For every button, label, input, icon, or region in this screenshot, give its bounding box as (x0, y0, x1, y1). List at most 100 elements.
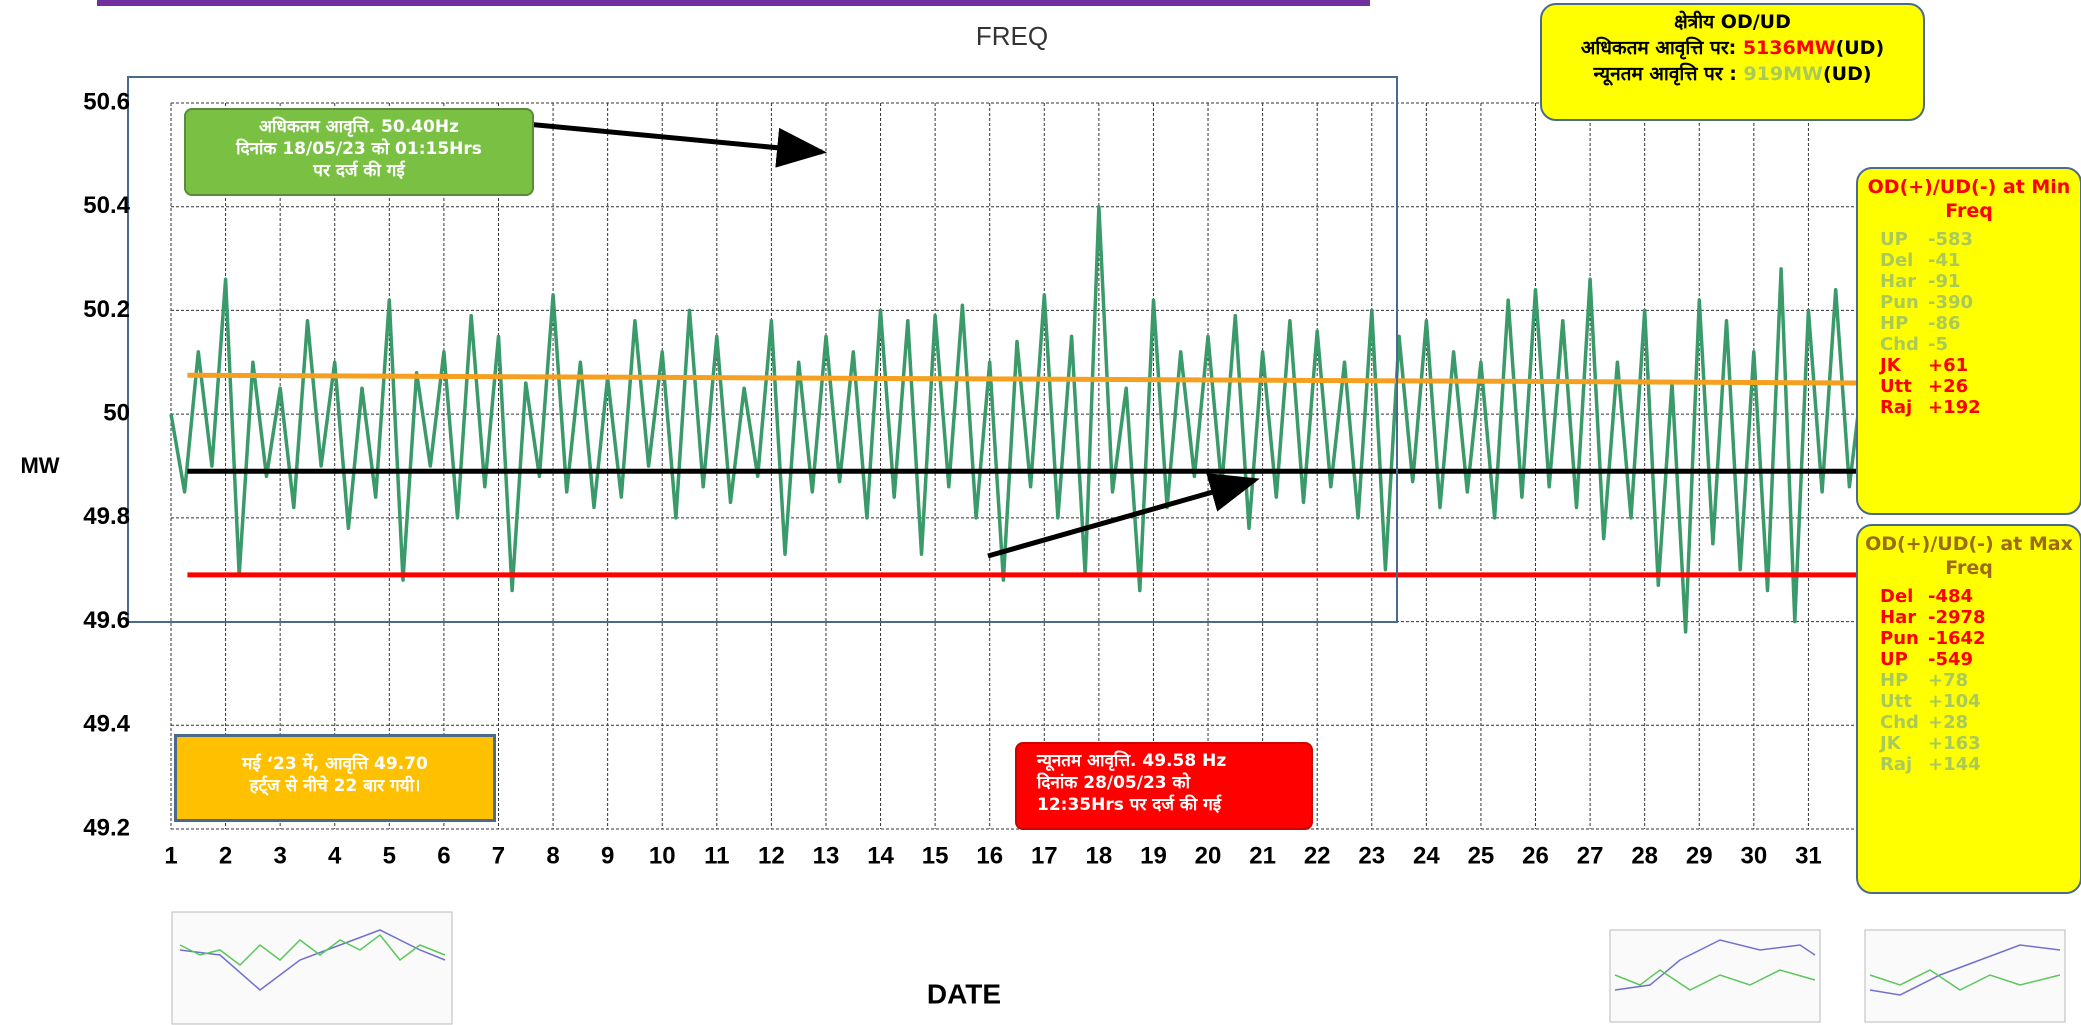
row-name: Chd (1880, 334, 1919, 355)
panel-title: OD(+)/UD(-) at Max Freq (1865, 533, 2073, 579)
x-tick-label: 6 (437, 842, 450, 869)
panel-row: UP -549 (1880, 649, 2080, 670)
row-name: Har (1880, 607, 1917, 628)
row-value: +78 (1928, 670, 1969, 691)
x-tick-label: 27 (1577, 842, 1604, 869)
y-tick-label: 49.8 (83, 503, 130, 530)
x-tick-label: 30 (1740, 842, 1767, 869)
x-tick-label: 26 (1522, 842, 1549, 869)
panel-row: Del -41 (1880, 250, 2080, 271)
x-tick-label: 8 (546, 842, 559, 869)
x-axis-label: DATE (927, 978, 1001, 1009)
row-value: -41 (1928, 250, 1961, 271)
regional-title: क्षेत्रीय OD/UD (1674, 11, 1791, 33)
note-line: मई ‘23 में, आवृत्ति 49.70 (242, 754, 428, 774)
x-tick-label: 24 (1413, 842, 1440, 869)
panel-row: JK +163 (1880, 733, 2080, 754)
panel-row: Pun -1642 (1880, 628, 2080, 649)
regional-line: न्यूनतम आवृत्ति पर : 919MW(UD) (1542, 61, 1923, 87)
y-tick-label: 49.6 (83, 607, 130, 634)
row-value: -484 (1928, 586, 1974, 607)
regional-box: क्षेत्रीय OD/UD अधिकतम आवृत्ति पर: 5136M… (1540, 3, 1925, 121)
row-name: Raj (1880, 397, 1913, 418)
x-tick-label: 14 (867, 842, 894, 869)
x-tick-label: 16 (976, 842, 1003, 869)
y-tick-label: 49.4 (83, 711, 130, 738)
x-tick-label: 17 (1031, 842, 1058, 869)
freq-line (169, 204, 1865, 634)
panel-title: OD(+)/UD(-) at Min Freq (1867, 176, 2071, 222)
note-line: अधिकतम आवृत्ति. 50.40Hz (259, 117, 459, 137)
panel-row: Chd +28 (1880, 712, 2080, 733)
regional-text: 5136MW (1742, 37, 1836, 59)
x-tick-label: 28 (1631, 842, 1658, 869)
x-tick-label: 18 (1086, 842, 1113, 869)
row-value: -2978 (1928, 607, 1986, 628)
row-name: UP (1880, 229, 1908, 250)
panel-row: Utt +26 (1880, 376, 2080, 397)
x-tick-label: 12 (758, 842, 785, 869)
panel-row: HP -86 (1880, 313, 2080, 334)
row-name: Pun (1880, 628, 1919, 649)
row-name: Chd (1880, 712, 1919, 733)
chart-title: FREQ (976, 21, 1048, 51)
min-note: न्यूनतम आवृत्ति. 49.58 Hz दिनांक 28/05/2… (1015, 742, 1313, 830)
row-value: -390 (1928, 292, 1974, 313)
regional-text: (UD) (1822, 63, 1872, 85)
x-tick-label: 31 (1795, 842, 1822, 869)
row-value: -583 (1928, 229, 1974, 250)
thumbnail (1864, 929, 2066, 1023)
y-tick-label: 50.2 (83, 296, 130, 323)
regional-text: (UD) (1835, 37, 1885, 59)
x-tick-label: 1 (164, 842, 177, 869)
row-value: -91 (1928, 271, 1961, 292)
row-value: +144 (1928, 754, 1981, 775)
regional-text: अधिकतम आवृत्ति पर: (1580, 37, 1743, 59)
x-tick-label: 25 (1468, 842, 1495, 869)
note-line: न्यूनतम आवृत्ति. 49.58 Hz (1037, 751, 1227, 771)
row-value: -549 (1928, 649, 1974, 670)
row-value: +28 (1928, 712, 1969, 733)
x-tick-label: 21 (1249, 842, 1276, 869)
x-tick-label: 7 (492, 842, 505, 869)
thumbnail (171, 911, 453, 1025)
y-tick-label: 50 (103, 399, 130, 426)
x-tick-label: 19 (1140, 842, 1167, 869)
row-value: -86 (1928, 313, 1961, 334)
panel-row: UP -583 (1880, 229, 2080, 250)
max-freq-panel: OD(+)/UD(-) at Max Freq Del -484 Har -2978 P… (1856, 524, 2081, 894)
row-name: Pun (1880, 292, 1919, 313)
row-value: +163 (1928, 733, 1981, 754)
note-line: पर दर्ज की गई (313, 161, 405, 181)
row-name: Raj (1880, 754, 1913, 775)
row-name: JK (1880, 355, 1901, 376)
x-tick-label: 5 (383, 842, 396, 869)
plot-frame (127, 76, 1398, 623)
row-name: HP (1880, 313, 1909, 334)
row-name: Utt (1880, 691, 1912, 712)
note-line: 12:35Hrs पर दर्ज की गई (1037, 795, 1222, 815)
reference-line (187, 372, 1864, 386)
row-name: JK (1880, 733, 1901, 754)
row-value: +192 (1928, 397, 1981, 418)
row-name: Utt (1880, 376, 1912, 397)
y-tick-label: 50.4 (83, 192, 130, 219)
header-bar (97, 0, 1370, 6)
row-name: Del (1880, 586, 1914, 607)
panel-row: Raj +192 (1880, 397, 2080, 418)
row-value: +61 (1928, 355, 1969, 376)
regional-text: 919MW (1743, 63, 1823, 85)
row-name: Har (1880, 271, 1917, 292)
note-line: दिनांक 28/05/23 को (1037, 773, 1191, 793)
max-note: अधिकतम आवृत्ति. 50.40Hz दिनांक 18/05/23 … (184, 108, 534, 196)
y-tick-label: 50.6 (83, 88, 130, 115)
panel-row: JK +61 (1880, 355, 2080, 376)
regional-text: न्यूनतम आवृत्ति पर : (1593, 63, 1744, 85)
y-axis-label: MW (20, 453, 59, 478)
x-tick-label: 10 (649, 842, 676, 869)
row-name: UP (1880, 649, 1908, 670)
note-line: दिनांक 18/05/23 को 01:15Hrs (236, 139, 482, 159)
x-tick-label: 29 (1686, 842, 1713, 869)
x-tick-label: 11 (704, 842, 729, 869)
panel-row: Chd -5 (1880, 334, 2080, 355)
